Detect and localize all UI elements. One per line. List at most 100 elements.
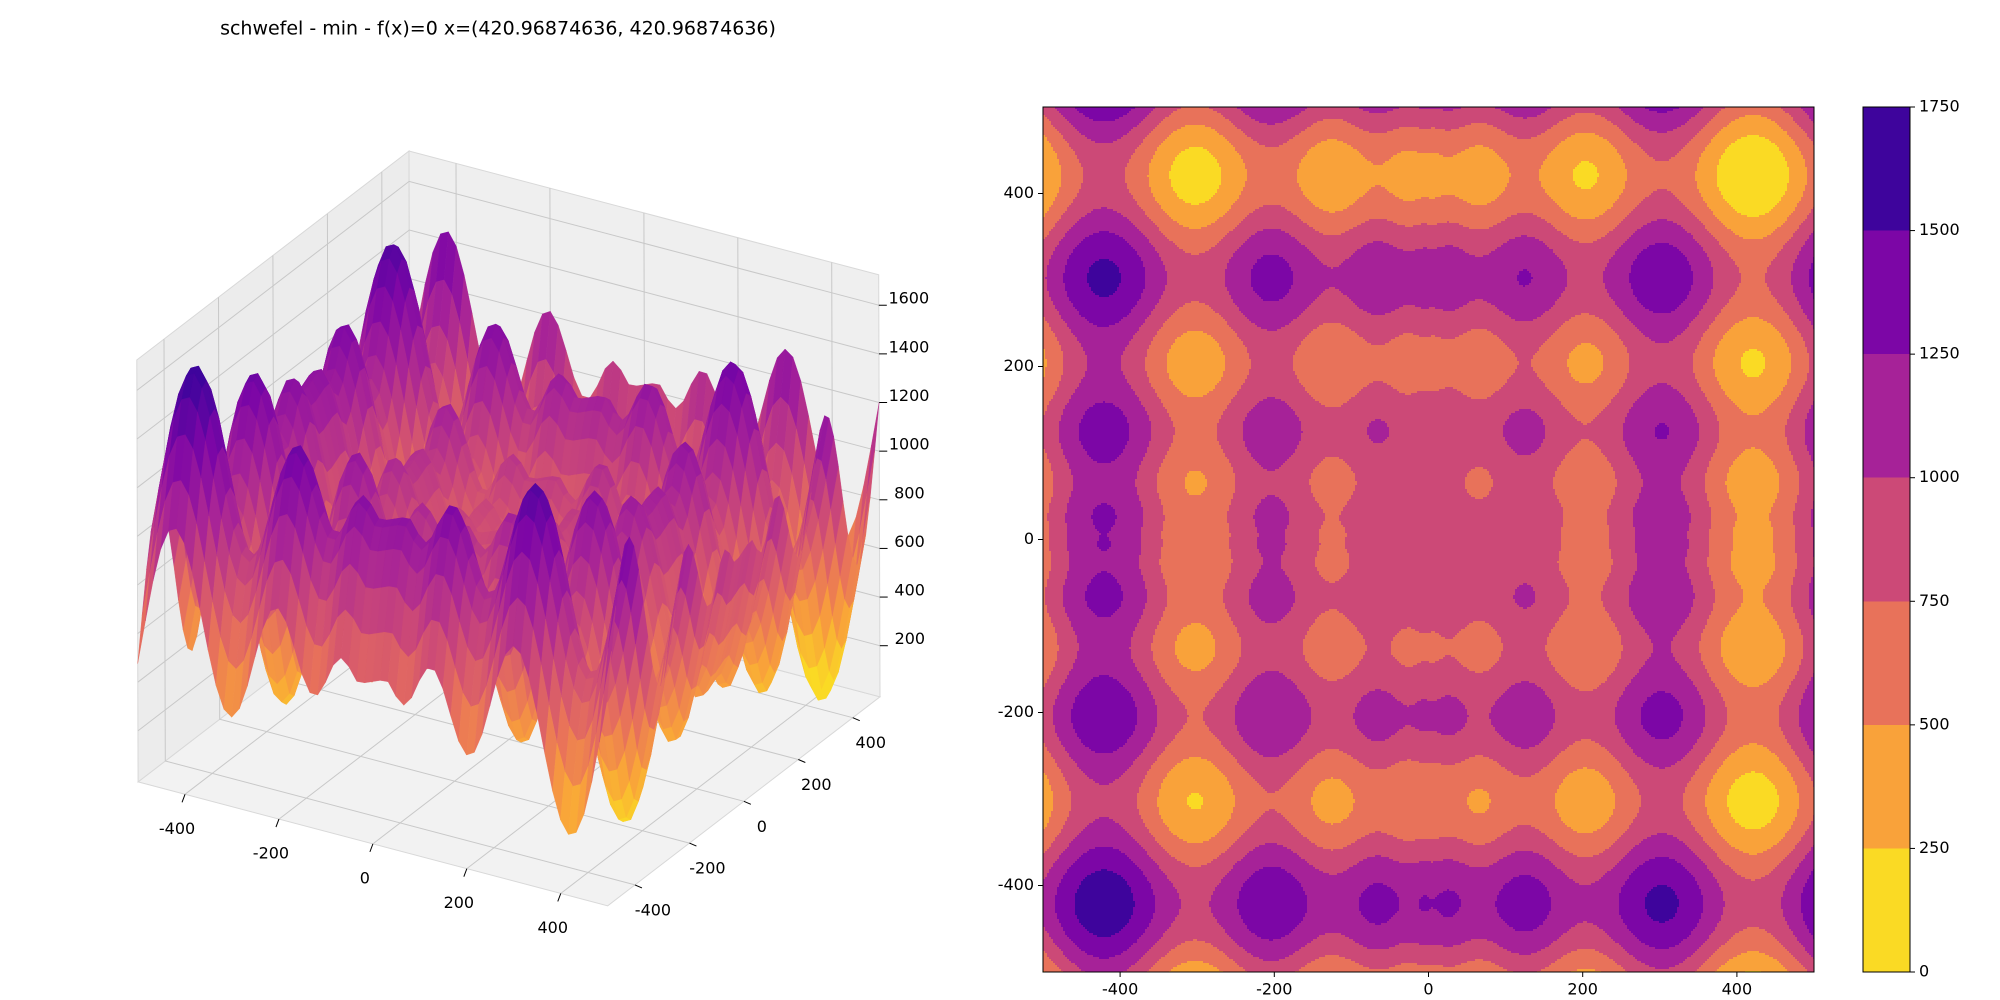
contour-band [1447, 221, 1449, 224]
contour-band [1803, 195, 1814, 198]
z-tick-label: 1400 [889, 337, 930, 356]
contour-band [1069, 143, 1141, 146]
contour-band [1789, 171, 1807, 174]
contour-band [1677, 153, 1701, 156]
contour-band [1235, 147, 1311, 150]
contour-band [1043, 113, 1061, 116]
contour-band [1445, 129, 1451, 132]
contour-band [1229, 119, 1255, 122]
contour-band [1657, 131, 1667, 134]
contour-band [1545, 191, 1623, 194]
contour-band [1223, 215, 1247, 218]
contour-band [1553, 149, 1617, 152]
contour-band [1627, 175, 1695, 178]
x-tick-label: -200 [253, 844, 289, 863]
contour-band [1707, 205, 1731, 208]
contour-band [1173, 189, 1217, 192]
contour-band [1595, 217, 1625, 220]
contour-band [1081, 187, 1127, 190]
contour-band [1693, 237, 1715, 240]
contour-band [1541, 217, 1577, 220]
contour-band [1399, 127, 1419, 130]
contour-band [1137, 201, 1157, 204]
contour-band [1169, 135, 1223, 138]
contour-band [1353, 203, 1471, 206]
contour-band [1633, 209, 1689, 212]
contour-band [1297, 175, 1511, 178]
contour-band [1439, 153, 1457, 156]
contour-band [1493, 149, 1553, 152]
contour-band [1127, 183, 1149, 186]
contour-band [1717, 177, 1789, 180]
contour-band [1599, 175, 1627, 178]
contour-band [1089, 117, 1119, 120]
contour-band [1717, 171, 1789, 174]
contour-band [1783, 195, 1803, 198]
contour-band [1129, 159, 1151, 162]
contour-band [1565, 139, 1607, 142]
contour-band [1241, 221, 1303, 224]
contour-band [1079, 131, 1129, 134]
contour-band [1509, 177, 1539, 180]
contour-band [1621, 221, 1651, 224]
contour-band [1719, 189, 1787, 192]
contour-band [1267, 123, 1275, 126]
contour-band [1173, 163, 1219, 166]
contour-band [1573, 177, 1597, 180]
contour-band [1707, 203, 1729, 206]
contour-band [1207, 149, 1235, 152]
contour-band [1575, 113, 1595, 116]
contour-band [1633, 233, 1691, 236]
contour-band [1295, 115, 1513, 118]
contour-band [1707, 145, 1729, 148]
contour-band [1623, 131, 1657, 134]
contour-band [1069, 229, 1139, 232]
contour-band [1705, 125, 1727, 128]
contour-band [1207, 225, 1237, 228]
contour-band [1735, 141, 1771, 144]
contour-band [1637, 205, 1685, 208]
contour-band [1285, 207, 1319, 210]
contour-band [1177, 221, 1215, 224]
contour-band [1315, 145, 1351, 148]
contour-band [1221, 167, 1245, 170]
contour-band [1233, 203, 1313, 206]
contour-band [1551, 197, 1619, 200]
contour-band [1171, 181, 1221, 184]
contour-band [1789, 175, 1807, 178]
contour-band [1285, 231, 1319, 234]
contour-band [1641, 147, 1683, 150]
contour-band [1573, 173, 1599, 176]
contour-band [1801, 199, 1814, 202]
contour-band [1057, 221, 1077, 224]
contour-band [1391, 157, 1501, 160]
contour-band [1697, 181, 1717, 184]
contour-band [1151, 187, 1173, 190]
contour-band [1539, 169, 1573, 172]
contour-band [1143, 119, 1163, 122]
contour-band [1501, 193, 1547, 196]
contour-band [1389, 159, 1503, 162]
contour-band [1079, 161, 1129, 164]
contour-band [1059, 189, 1079, 192]
contour-band [1573, 179, 1597, 182]
contour-band [1083, 171, 1125, 174]
contour-band [1501, 109, 1547, 112]
contour-band [1043, 171, 1061, 174]
contour-band [1747, 135, 1759, 138]
contour-band [1803, 157, 1814, 160]
contour-band [1293, 137, 1517, 140]
contour-band [1493, 125, 1553, 128]
contour-band [1083, 167, 1125, 170]
contour-band [1349, 229, 1557, 232]
contour-band [1361, 153, 1397, 156]
contour-band [1737, 211, 1769, 214]
contour-band [1045, 213, 1063, 216]
contour-band [1617, 125, 1643, 128]
contour-band [1571, 115, 1601, 118]
contour-band [1627, 179, 1695, 182]
contour-band [1233, 123, 1267, 126]
contour-band [1139, 229, 1159, 232]
contour-band [1693, 235, 1713, 238]
contour-band [1607, 139, 1631, 142]
